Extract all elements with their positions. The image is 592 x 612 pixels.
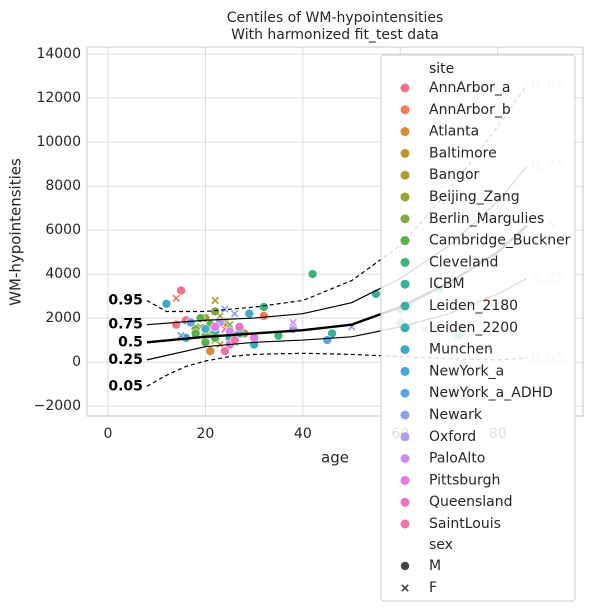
legend-label: NewYork_a_ADHD bbox=[429, 385, 553, 401]
legend-label: Leiden_2180 bbox=[429, 298, 518, 314]
legend-label: Cambridge_Buckner bbox=[429, 233, 571, 249]
data-point bbox=[171, 293, 181, 303]
legend-marker bbox=[400, 257, 410, 267]
legend-marker bbox=[400, 410, 410, 420]
legend-label: Atlanta bbox=[429, 124, 479, 140]
y-axis-label: WM-hypointensities bbox=[7, 158, 25, 306]
x-tick-label: 0 bbox=[103, 426, 112, 442]
data-point bbox=[259, 311, 269, 321]
data-point bbox=[220, 346, 230, 356]
data-point bbox=[322, 335, 333, 345]
data-point bbox=[161, 298, 172, 309]
legend-label: Cleveland bbox=[429, 254, 498, 270]
legend-label: Baltimore bbox=[429, 145, 497, 161]
legend-label: Berlin_Margulies bbox=[429, 211, 544, 227]
legend-marker bbox=[400, 301, 410, 311]
data-point bbox=[200, 324, 211, 334]
legend-marker bbox=[400, 388, 410, 398]
y-tick-label: 0 bbox=[72, 354, 81, 370]
data-point bbox=[171, 319, 181, 330]
legend-marker bbox=[400, 148, 410, 158]
legend-label: Beijing_Zang bbox=[429, 189, 520, 205]
data-point bbox=[210, 295, 220, 306]
legend-marker bbox=[400, 192, 410, 202]
legend-marker bbox=[400, 105, 410, 115]
legend-label: Bangor bbox=[429, 167, 480, 183]
legend-marker bbox=[400, 497, 410, 507]
legend-label: Munchen bbox=[429, 342, 493, 358]
y-tick-label: 14000 bbox=[36, 46, 81, 62]
legend-label: Pittsburgh bbox=[429, 472, 500, 488]
data-point bbox=[200, 337, 211, 348]
legend-label: SaintLouis bbox=[429, 516, 501, 532]
legend-title: site bbox=[429, 61, 454, 77]
legend-label: PaloAlto bbox=[429, 451, 485, 467]
centile-label-left: 0.5 bbox=[118, 334, 143, 350]
data-point bbox=[307, 269, 318, 279]
legend-label: Newark bbox=[429, 407, 483, 423]
legend-marker bbox=[400, 279, 410, 289]
legend-marker bbox=[400, 127, 410, 137]
y-tick-label: 2000 bbox=[45, 310, 81, 326]
legend-marker bbox=[400, 432, 410, 442]
y-tick-label: 12000 bbox=[36, 90, 81, 106]
data-point bbox=[225, 320, 235, 330]
legend-label: Oxford bbox=[429, 429, 476, 445]
x-tick-label: 40 bbox=[294, 426, 312, 442]
legend-marker bbox=[400, 83, 410, 93]
chart-title: Centiles of WM-hypointensities bbox=[227, 10, 444, 26]
centile-label-left: 0.25 bbox=[108, 352, 143, 368]
legend-marker bbox=[400, 475, 410, 485]
legend-marker bbox=[400, 561, 410, 571]
legend-marker bbox=[400, 454, 410, 464]
legend-box bbox=[380, 54, 576, 602]
legend-marker bbox=[400, 236, 410, 246]
legend-label: AnnArbor_a bbox=[429, 80, 510, 96]
data-point bbox=[288, 317, 298, 328]
legend: site AnnArbor_a AnnArbor_b Atlanta Baltimore… bbox=[380, 54, 576, 602]
plot-frame bbox=[86, 46, 584, 417]
y-tick-label: 8000 bbox=[45, 178, 81, 194]
data-point bbox=[230, 309, 240, 319]
legend-marker bbox=[400, 366, 410, 376]
legend-label: F bbox=[429, 580, 437, 596]
data-point bbox=[205, 346, 216, 356]
x-axis-label: age bbox=[321, 449, 349, 467]
legend-title: sex bbox=[429, 537, 453, 553]
legend-marker bbox=[400, 345, 410, 355]
chart-subtitle: With harmonized fit_test data bbox=[231, 27, 439, 43]
legend-label: AnnArbor_b bbox=[429, 102, 511, 118]
x-tick-label: 20 bbox=[196, 426, 214, 442]
y-tick-label: 10000 bbox=[36, 134, 81, 150]
legend-label: NewYork_a bbox=[429, 363, 504, 379]
y-tick-label: −2000 bbox=[34, 398, 81, 414]
legend-label: M bbox=[429, 558, 441, 574]
data-point bbox=[176, 285, 186, 296]
legend-label: Queensland bbox=[429, 494, 513, 510]
y-tick-label: 4000 bbox=[45, 266, 81, 282]
data-point bbox=[185, 317, 196, 328]
data-point bbox=[210, 322, 220, 332]
legend-marker bbox=[400, 214, 410, 224]
data-point bbox=[210, 306, 220, 317]
centile-label-left: 0.95 bbox=[108, 292, 143, 308]
legend-marker bbox=[400, 170, 410, 180]
data-point bbox=[244, 308, 255, 319]
legend-marker bbox=[400, 519, 410, 529]
centile-label-left: 0.75 bbox=[108, 317, 143, 333]
data-point bbox=[234, 322, 245, 332]
legend-marker bbox=[400, 583, 410, 593]
legend-marker bbox=[400, 323, 410, 333]
data-point bbox=[259, 302, 269, 312]
centile-label-left: 0.05 bbox=[108, 378, 143, 394]
legend-label: ICBM bbox=[429, 276, 465, 292]
legend-label: Leiden_2200 bbox=[429, 320, 518, 336]
y-tick-label: 6000 bbox=[45, 222, 81, 238]
